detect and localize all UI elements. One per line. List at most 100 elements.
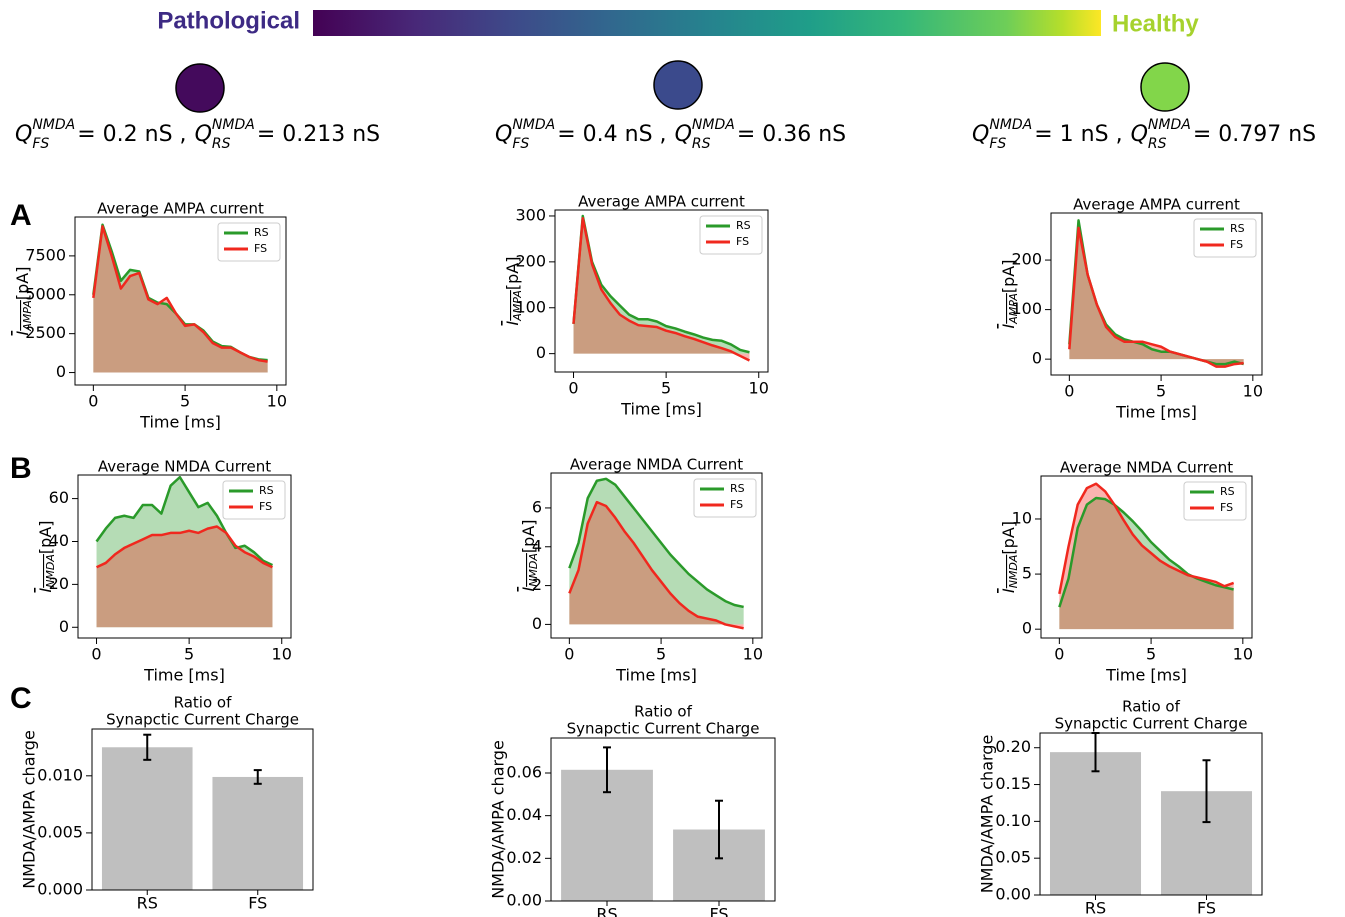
condition-label: RS [212,136,231,152]
axes-frame [77,474,292,639]
legend-label: RS [736,219,751,232]
y-label-unit: [pA] [519,519,538,553]
chart-title: Average NMDA Current [570,456,743,474]
legend-label: RS [730,482,745,495]
area [96,477,273,628]
area [1059,498,1234,630]
y-label-sub: NMDA [44,554,57,588]
x-tick-label: 0 [564,645,574,664]
y-tick-label: 0.05 [995,848,1031,867]
series-line [568,500,744,630]
axes-frame [91,728,314,891]
x-tick-label: 5 [180,392,190,411]
legend-label: RS [1230,222,1245,235]
legend-label: FS [1220,501,1233,514]
y-label-symbol: I [999,588,1018,593]
y-axis-label: NMDA/AMPA charge [20,730,39,889]
legend-box [1193,218,1257,258]
axes-frame [1039,732,1263,896]
y-tick-label: 0 [1032,349,1042,368]
y-label-unit: [pA] [36,520,55,554]
y-tick-label: 0.04 [506,805,542,824]
condition-label: NMDA [989,117,1032,133]
y-tick-label: 4 [532,536,542,555]
y-tick-label: 200 [1011,250,1042,269]
y-tick-label: 100 [515,297,546,316]
y-label-sub: NMDA [527,553,540,587]
x-tick-label: 0 [88,392,98,411]
legend-label: RS [1220,485,1235,498]
y-tick-label: 7500 [25,245,66,264]
condition-label: = 0.213 nS [257,122,380,147]
y-tick-label: 2500 [25,323,66,342]
y-label-sub: AMPA [21,300,34,332]
x-axis-label: Time [ms] [1115,403,1197,422]
y-label-symbol: I [36,588,55,593]
x-tick-label: FS [248,894,267,913]
y-tick-label: 20 [49,574,69,593]
y-label-unit: [pA] [13,267,32,301]
chart-title: Average AMPA current [1073,196,1240,214]
condition-label: Q [195,122,212,147]
y-tick-label: 0 [536,343,546,362]
x-tick-label: 5 [184,645,194,664]
legend-box [217,222,281,262]
bar [212,776,304,890]
y-tick-label: 6 [532,497,542,516]
condition-label: = 0.2 nS , [77,122,186,147]
chart-title: Synapctic Current Charge [106,711,299,729]
axes-frame [550,472,763,639]
y-label-sub: NMDA [1007,555,1020,589]
chart-title: Synapctic Current Charge [567,720,760,738]
y-tick-label: 0.000 [37,880,83,899]
series-line [1058,482,1235,595]
y-axis-label: IAMPA[pA] [503,257,525,326]
colorbar [313,10,1101,36]
y-label-unit: [pA] [503,257,522,291]
y-axis-label: INMDA[pA] [999,521,1021,593]
y-tick-label: 0.00 [995,885,1031,904]
x-axis-label: Time [ms] [139,413,221,432]
y-tick-label: 0.20 [995,737,1031,756]
x-axis-label: Time [ms] [615,666,697,685]
panel-label: C [10,682,32,715]
legend-label: FS [1230,238,1243,251]
chart-title: Ratio of [634,703,692,721]
y-label-unit: [pA] [999,260,1018,294]
x-tick-label: RS [596,905,617,917]
y-axis-label: IAMPA[pA] [999,260,1021,329]
x-tick-label: 10 [1233,645,1253,664]
x-tick-label: 10 [272,645,292,664]
area [573,215,750,354]
x-tick-label: 0 [1064,382,1074,401]
condition-label: NMDA [692,117,735,133]
area [569,502,744,629]
chart-title: Average AMPA current [578,193,745,211]
chart-title: Average NMDA Current [1060,459,1233,477]
legend-box [1183,481,1247,521]
x-tick-label: 5 [1156,382,1166,401]
axes-frame [554,209,769,373]
x-tick-label: 0 [1054,645,1064,664]
y-tick-label: 0 [56,362,66,381]
chart-title: Average AMPA current [97,200,264,218]
x-tick-label: RS [1085,899,1106,917]
y-axis-label: NMDA/AMPA charge [978,735,997,894]
y-tick-label: 5000 [25,284,66,303]
condition-label: Q [675,122,692,147]
chart-title: Ratio of [174,694,232,712]
bar [101,747,193,890]
y-label-symbol: I [13,330,32,335]
y-tick-label: 200 [515,251,546,270]
chart-title: Ratio of [1122,698,1180,716]
y-label-symbol: I [503,320,522,325]
y-axis-label: INMDA[pA] [36,520,58,592]
area [1069,227,1244,367]
series-line [568,477,744,609]
area [93,226,268,373]
x-tick-label: 0 [568,379,578,398]
axes-frame [1050,212,1263,376]
x-tick-label: 10 [749,379,769,398]
